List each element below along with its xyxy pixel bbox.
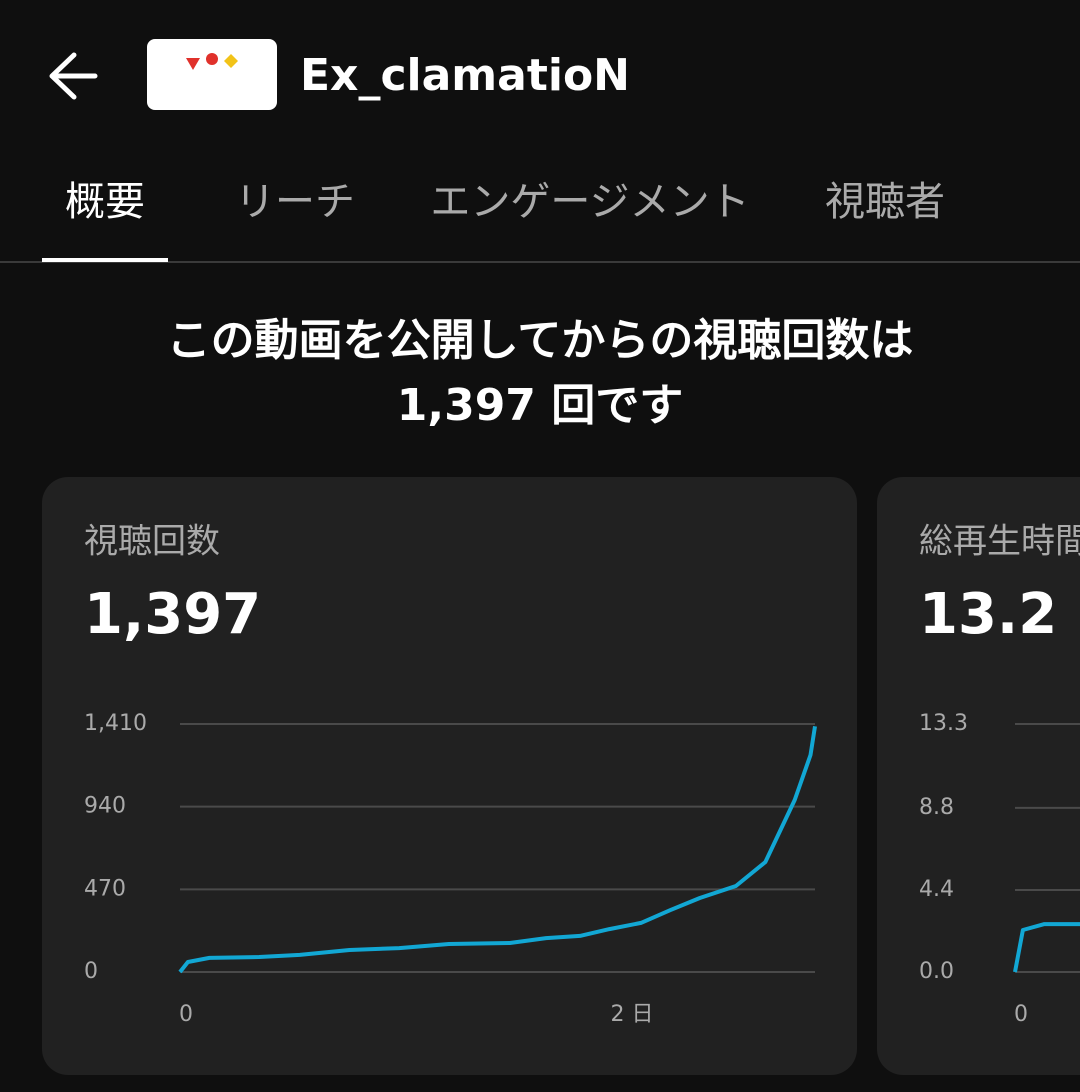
metric-card[interactable]: 総再生時間 13.2 0.0 4.4 8.8 13.3 0: [877, 477, 1080, 1075]
headline: この動画を公開してからの視聴回数は: [167, 315, 914, 366]
cards: 視聴回数 1,397 0 470 940 1,410 0 2 日 総再生時間 13.2 0.0 4.4…: [42, 477, 1080, 1075]
y-tick-label: 8.8: [919, 795, 954, 820]
y-tick-label: 0: [84, 959, 98, 984]
tab[interactable]: 概要: [65, 179, 145, 225]
tab-bar: 概要 リーチ エンゲージメント 視聴者: [42, 179, 945, 262]
thumbnail[interactable]: [147, 39, 277, 110]
back-button[interactable]: [49, 52, 98, 100]
y-tick-label: 0.0: [919, 959, 954, 984]
x-tick-label: 0: [179, 1002, 193, 1027]
y-tick-label: 940: [84, 794, 126, 819]
card-value: 1,397: [84, 582, 261, 647]
x-tick-label: 2 日: [610, 1002, 653, 1027]
y-tick-label: 470: [84, 876, 126, 901]
tab-indicator: [42, 258, 168, 262]
y-tick-label: 4.4: [919, 877, 954, 902]
thumbnail-frame: [147, 39, 277, 110]
video-title: Ex_clamatioN: [300, 50, 630, 101]
icon: [206, 53, 218, 65]
y-tick-label: 13.3: [919, 711, 968, 736]
tab[interactable]: 視聴者: [825, 179, 945, 225]
headline: 1,397 回です: [397, 380, 684, 431]
tab[interactable]: エンゲージメント: [430, 179, 749, 225]
x-tick-label: 0: [1014, 1002, 1028, 1027]
card-title: 視聴回数: [84, 522, 220, 562]
card-value: 13.2: [919, 582, 1057, 647]
icon: [224, 54, 238, 68]
metric-card[interactable]: 視聴回数 1,397 0 470 940 1,410 0 2 日: [42, 477, 857, 1075]
y-tick-label: 1,410: [84, 711, 147, 736]
data-line: [1013, 922, 1080, 973]
data-line: [178, 725, 817, 974]
tab[interactable]: リーチ: [235, 179, 355, 225]
card-background: [42, 477, 857, 1075]
icon: [186, 58, 200, 70]
card-background: [877, 477, 1080, 1075]
card-title: 総再生時間: [919, 522, 1080, 562]
